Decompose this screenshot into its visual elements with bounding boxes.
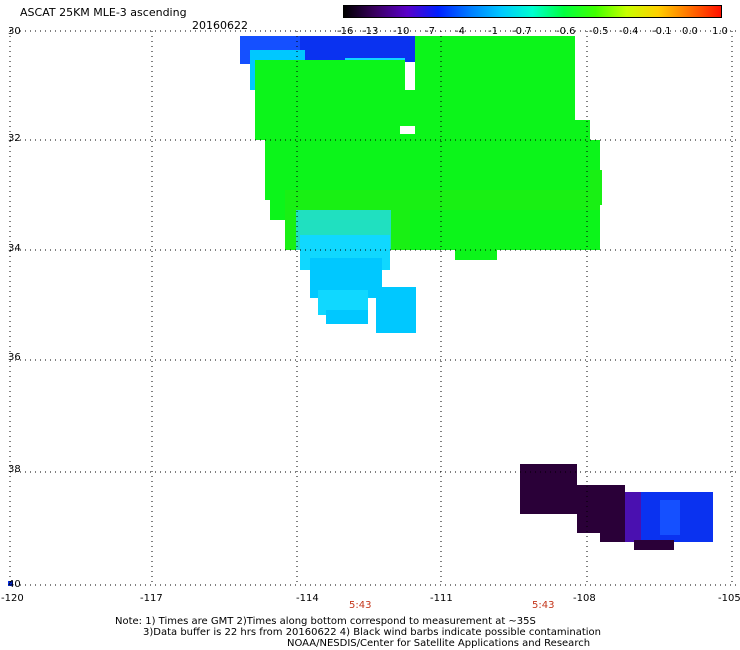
wind-cell — [625, 492, 643, 542]
lat-label: 32 — [8, 133, 21, 144]
note-line: Note: 1) Times are GMT 2)Times along bot… — [115, 616, 536, 627]
wind-cell — [326, 310, 368, 324]
lat-label: 36 — [8, 352, 21, 363]
wind-gap — [400, 126, 415, 134]
colorbar — [343, 5, 722, 18]
wind-cell — [8, 581, 13, 586]
lon-label: -108 — [573, 593, 596, 604]
lon-label: -114 — [296, 593, 319, 604]
lat-label: 38 — [8, 464, 21, 475]
lon-label: -105 — [718, 593, 740, 604]
lat-label: 34 — [8, 243, 21, 254]
colorbar-label: -7 — [425, 26, 435, 37]
map-date: 20160622 — [192, 19, 248, 32]
colorbar-label: -10 — [393, 26, 410, 37]
colorbar-label: -0.7 — [512, 26, 532, 37]
pass-time: 5:43 — [532, 600, 555, 611]
lat-label: 30 — [8, 26, 21, 37]
wind-cell — [660, 500, 680, 535]
colorbar-label: -0.4 — [619, 26, 639, 37]
wind-cell — [410, 210, 600, 250]
lon-label: -120 — [1, 593, 24, 604]
pass-time: 5:43 — [349, 600, 372, 611]
lat-label: 40 — [8, 579, 21, 590]
colorbar-label: -0.1 — [652, 26, 672, 37]
colorbar-label: 0.0 — [682, 26, 698, 37]
wind-cell — [300, 36, 415, 62]
wind-cell — [376, 287, 416, 333]
wind-cell — [634, 540, 674, 550]
colorbar-label: -0.5 — [589, 26, 609, 37]
wind-cell — [415, 36, 575, 146]
colorbar-label: -1 — [488, 26, 498, 37]
wind-cell — [590, 170, 602, 205]
map-title: ASCAT 25KM MLE-3 ascending — [20, 6, 187, 19]
colorbar-label: -4 — [455, 26, 465, 37]
colorbar-label: 1.0 — [712, 26, 728, 37]
note-line: 3)Data buffer is 22 hrs from 20160622 4)… — [143, 627, 601, 638]
wind-cell — [520, 464, 577, 514]
lon-label: -117 — [140, 593, 163, 604]
lon-label: -111 — [430, 593, 453, 604]
note-line: NOAA/NESDIS/Center for Satellite Applica… — [287, 638, 591, 649]
